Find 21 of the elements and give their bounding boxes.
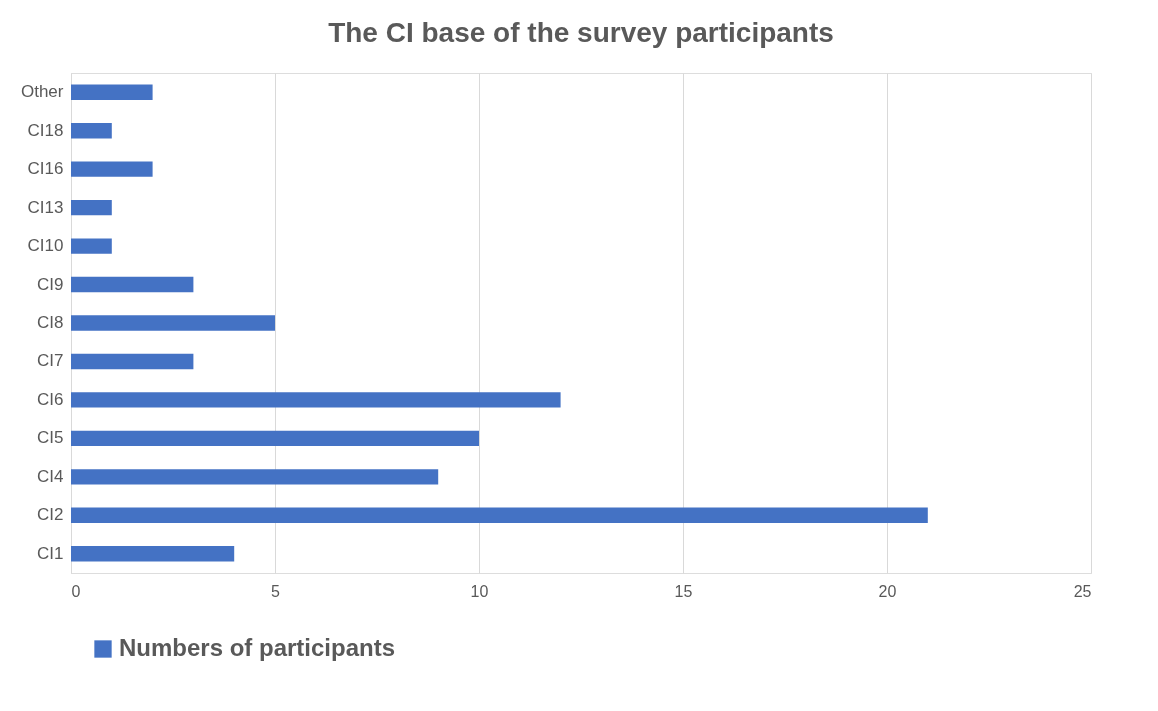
x-tick-label: 0 <box>71 582 81 600</box>
x-tick-label: 5 <box>271 582 281 600</box>
y-tick-label: CI13 <box>27 197 64 217</box>
x-tick-label: 20 <box>878 582 897 600</box>
y-tick-label: CI16 <box>27 159 64 179</box>
chart-title: The CI base of the survey participants <box>328 17 834 48</box>
y-tick-label: CI2 <box>37 505 64 525</box>
x-tick-label: 10 <box>470 582 489 600</box>
x-tick-label: 15 <box>674 582 693 600</box>
y-tick-label: CI18 <box>27 120 64 140</box>
y-tick-label: CI4 <box>37 466 64 486</box>
y-tick-label: CI6 <box>37 389 64 409</box>
x-tick-label: 25 <box>1073 582 1092 600</box>
y-tick-label: CI10 <box>27 236 64 256</box>
y-tick-label: CI8 <box>37 313 64 332</box>
y-tick-label: CI7 <box>37 351 64 371</box>
y-tick-label: Other <box>20 82 64 102</box>
y-tick-label: CI9 <box>37 274 64 294</box>
legend-label: Numbers of participants <box>119 634 396 661</box>
y-tick-label: CI1 <box>37 543 64 563</box>
y-tick-label: CI5 <box>37 428 64 448</box>
